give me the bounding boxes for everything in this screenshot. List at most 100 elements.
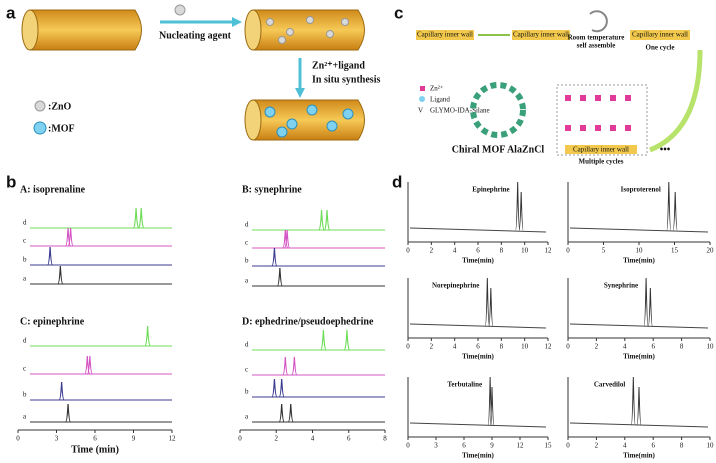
trace-label: c: [245, 239, 248, 247]
panel-label: b: [6, 172, 16, 191]
plot-title: Norepinephrine: [432, 282, 479, 290]
x-tick-label: 6: [651, 343, 655, 351]
x-tick-label: 6: [93, 435, 97, 443]
x-tick-label: 0: [406, 343, 410, 351]
step-label: Room temperature: [568, 34, 625, 42]
peak: [291, 356, 298, 376]
x-tick-label: 6: [462, 442, 466, 450]
x-axis-label: Time(min): [623, 257, 655, 265]
panel-label: d: [392, 172, 402, 191]
plot-title: A: isoprenaline: [20, 184, 86, 195]
peak: [282, 356, 289, 376]
peak: [284, 229, 291, 249]
legend-label: Zn²⁺: [430, 85, 444, 93]
trace-label: a: [23, 275, 27, 283]
wall-label: Capillary inner wall: [417, 31, 473, 39]
legend-icon: V: [418, 107, 423, 115]
peak: [636, 386, 642, 426]
wall-box: [630, 30, 690, 40]
arrow-head: [295, 88, 305, 98]
baseline: [569, 323, 709, 329]
arrow: [649, 49, 703, 153]
peak: [64, 403, 72, 423]
x-axis-label: Time(min): [462, 257, 494, 265]
peak: [318, 209, 325, 231]
x-axis-label: Time(min): [623, 353, 655, 361]
peak: [67, 227, 74, 247]
x-tick-label: 12: [517, 442, 525, 450]
plot-title: C: epinephrine: [20, 316, 85, 327]
plot-title: Epinephrine: [472, 186, 509, 194]
arrow-head: [232, 17, 242, 27]
cycle-arrow: [589, 10, 608, 33]
plot-title: Terbutaline: [447, 381, 482, 389]
trace-label: d: [245, 341, 249, 349]
x-tick-label: 5: [602, 247, 606, 255]
peak: [276, 267, 283, 287]
wall-label: Capillary inner wall: [573, 146, 629, 154]
peak: [46, 246, 54, 266]
plot-title: Isoproterenol: [621, 186, 661, 194]
trace-label: b: [245, 257, 249, 265]
trace-label: a: [245, 277, 249, 285]
x-tick-label: 6: [347, 435, 351, 443]
x-axis-label: Time(min): [462, 452, 494, 460]
baseline: [569, 422, 709, 428]
dots: •••: [660, 144, 671, 155]
x-tick-label: 0: [566, 247, 570, 255]
trace-label: d: [23, 219, 27, 227]
peak: [518, 191, 524, 231]
capillary: [21, 9, 365, 141]
baseline: [409, 227, 547, 233]
x-tick-label: 20: [707, 247, 715, 255]
peak: [323, 209, 331, 231]
x-tick-label: 8: [680, 442, 684, 450]
peak: [144, 325, 151, 347]
x-tick-label: 9: [490, 442, 494, 450]
x-tick-label: 10: [521, 247, 529, 255]
wall-label: Capillary inner wall: [632, 31, 688, 39]
peak: [132, 207, 140, 229]
x-axis-label: Time (min): [71, 444, 119, 455]
x-tick-label: 10: [636, 247, 644, 255]
peak: [343, 329, 351, 351]
trace-label: b: [23, 391, 27, 399]
plot-title: D: ephedrine/pseudoephedrine: [242, 316, 374, 327]
peak: [647, 287, 653, 327]
peak: [86, 355, 93, 375]
x-tick-label: 4: [623, 442, 627, 450]
peak: [57, 265, 64, 285]
legend-icon: [420, 86, 425, 91]
x-tick-label: 6: [476, 247, 480, 255]
peak: [484, 277, 490, 327]
peak: [278, 403, 285, 423]
trace-label: a: [23, 413, 27, 421]
x-axis-label: Time(min): [623, 452, 655, 460]
peak: [138, 207, 145, 229]
peak: [271, 247, 278, 267]
x-tick-label: 15: [671, 247, 679, 255]
peak: [320, 329, 327, 351]
peak: [672, 191, 678, 231]
x-tick-label: 0: [566, 442, 570, 450]
x-tick-label: 6: [476, 343, 480, 351]
x-tick-label: 2: [595, 343, 599, 351]
x-axis-label: Time(min): [462, 353, 494, 361]
mof-icon: [33, 121, 47, 135]
step-label: One cycle: [646, 44, 675, 52]
trace-label: d: [23, 337, 27, 345]
step-label: Zn²⁺+ligand: [312, 60, 365, 71]
peak: [282, 229, 289, 249]
zno-icon: [34, 100, 46, 112]
x-tick-label: 0: [566, 343, 570, 351]
wall-box: [565, 145, 637, 154]
trace-label: b: [23, 256, 27, 264]
x-tick-label: 2: [430, 247, 434, 255]
x-tick-label: 4: [453, 343, 457, 351]
x-tick-label: 10: [707, 442, 715, 450]
x-tick-label: 3: [55, 435, 59, 443]
legend-label: Ligand: [430, 96, 450, 104]
baseline: [409, 422, 547, 428]
x-tick-label: 10: [521, 343, 529, 351]
step-label: Multiple cycles: [579, 158, 624, 166]
